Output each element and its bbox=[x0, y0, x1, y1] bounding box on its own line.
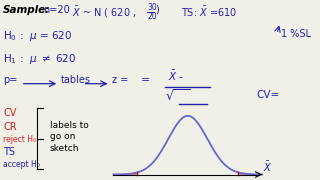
Text: 30: 30 bbox=[148, 3, 157, 12]
Text: =: = bbox=[141, 75, 150, 85]
Text: ): ) bbox=[156, 4, 159, 15]
Text: $\bar{X}$ -: $\bar{X}$ - bbox=[168, 68, 184, 82]
Text: $\bar{X}$: $\bar{X}$ bbox=[263, 160, 272, 174]
Text: n=20: n=20 bbox=[43, 5, 70, 15]
Text: TS: TS bbox=[3, 147, 15, 157]
Text: p=: p= bbox=[3, 75, 18, 85]
Text: 20: 20 bbox=[148, 12, 157, 21]
Text: TS: $\bar{X}$ =610: TS: $\bar{X}$ =610 bbox=[181, 4, 237, 19]
Text: H$_0$ :  $\mu$ = 620: H$_0$ : $\mu$ = 620 bbox=[3, 29, 72, 43]
Text: CV: CV bbox=[3, 107, 17, 118]
Text: CV=: CV= bbox=[256, 90, 279, 100]
Text: labels to
go on
sketch: labels to go on sketch bbox=[50, 120, 88, 153]
Text: tables: tables bbox=[61, 75, 91, 85]
Text: H$_1$ :  $\mu$ $\neq$ 620: H$_1$ : $\mu$ $\neq$ 620 bbox=[3, 52, 76, 66]
Text: Sample:: Sample: bbox=[3, 5, 51, 15]
Text: z =: z = bbox=[112, 75, 128, 85]
Text: accept H₀: accept H₀ bbox=[3, 160, 40, 169]
Text: CR: CR bbox=[3, 122, 17, 132]
Text: $\bar{X}$ ~ N ( 620 ,: $\bar{X}$ ~ N ( 620 , bbox=[72, 4, 137, 19]
Text: reject H₀: reject H₀ bbox=[3, 135, 36, 144]
Text: 1 %SL: 1 %SL bbox=[281, 29, 311, 39]
Text: $\sqrt{\quad}$: $\sqrt{\quad}$ bbox=[165, 88, 190, 103]
